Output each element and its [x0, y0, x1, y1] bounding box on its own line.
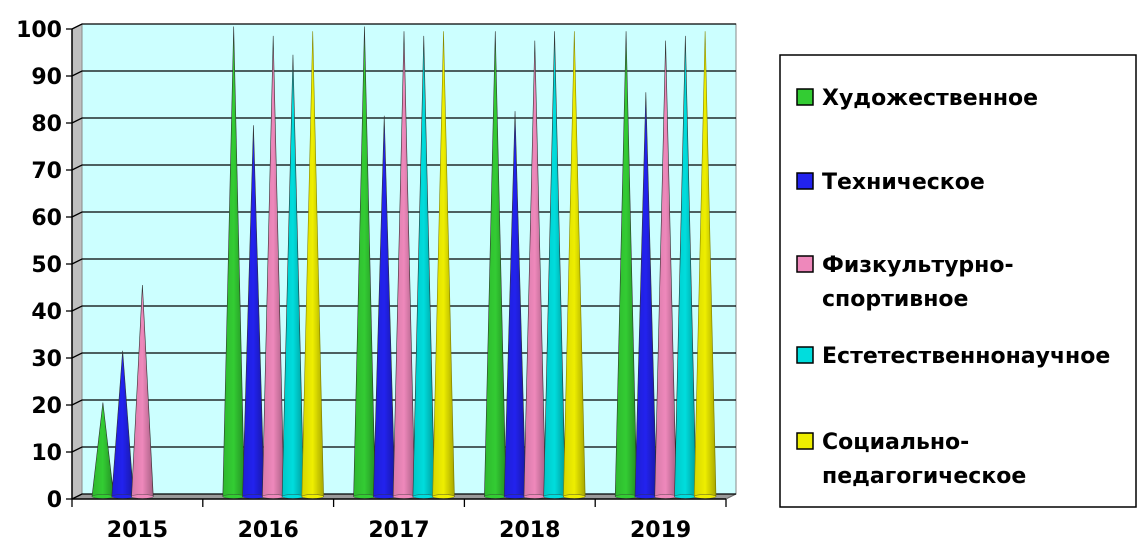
y-tick-label: 30: [31, 347, 62, 372]
y-tick-label: 10: [31, 441, 62, 466]
bar-cone: [281, 54, 305, 499]
y-tick-label: 80: [31, 112, 62, 137]
legend-label: Естетественнонаучное: [822, 344, 1110, 369]
bar-cone: [111, 350, 134, 499]
bar-cone: [373, 115, 396, 499]
gridline: [71, 164, 736, 171]
bar-cone: [131, 284, 154, 499]
y-tick-label: 0: [47, 488, 62, 513]
bar-cone: [301, 31, 324, 499]
bar-cone: [353, 26, 376, 499]
bar-cone: [674, 35, 697, 499]
y-tick-label: 60: [31, 206, 62, 231]
bar-cone: [432, 31, 455, 499]
gridline: [71, 23, 736, 30]
legend-swatch: [796, 346, 814, 364]
bar-cone: [523, 40, 546, 499]
y-tick-label: 100: [16, 18, 62, 43]
gridline: [71, 117, 736, 124]
x-category-label: 2016: [238, 518, 299, 543]
legend-swatch: [796, 88, 814, 106]
bar-cone: [262, 35, 285, 499]
legend-label: Техническое: [822, 170, 985, 195]
legend-label: Социально-: [822, 430, 969, 455]
y-tick-label: 40: [31, 300, 62, 325]
bar-cone: [634, 92, 658, 499]
bar-cone: [693, 31, 717, 499]
legend-entry: Физкультурно-спортивное: [796, 253, 1014, 312]
bar-cone: [222, 26, 245, 499]
bar-cone: [503, 111, 527, 499]
x-category-label: 2019: [630, 518, 691, 543]
y-tick-label: 20: [31, 394, 62, 419]
x-category-label: 2018: [499, 518, 560, 543]
bar-cone: [654, 40, 677, 499]
bar-cone: [242, 125, 265, 499]
legend-entry: Техническое: [796, 170, 985, 195]
legend-swatch: [796, 255, 814, 273]
legend-entry: Социально-педагогическое: [796, 430, 1026, 489]
legend-entry: Художественное: [796, 86, 1038, 111]
bar-cone: [484, 31, 507, 499]
legend-label: Художественное: [822, 86, 1038, 111]
x-category-label: 2015: [107, 518, 168, 543]
legend-swatch: [796, 172, 814, 190]
bar-cone: [392, 31, 416, 499]
bar-cone: [563, 31, 586, 499]
legend-label: педагогическое: [822, 464, 1026, 489]
y-tick-label: 90: [31, 65, 62, 90]
y-tick-label: 50: [31, 253, 62, 278]
gridline: [71, 70, 736, 77]
x-category-label: 2017: [368, 518, 429, 543]
y-tick-label: 70: [31, 159, 62, 184]
legend-swatch: [796, 432, 814, 450]
legend-box: [779, 54, 1137, 508]
legend-label: спортивное: [822, 287, 968, 312]
bar-cone: [614, 31, 638, 499]
bar-cone: [543, 31, 566, 499]
legend-label: Физкультурно-: [822, 253, 1014, 278]
legend-entry: Естетественнонаучное: [796, 344, 1110, 369]
